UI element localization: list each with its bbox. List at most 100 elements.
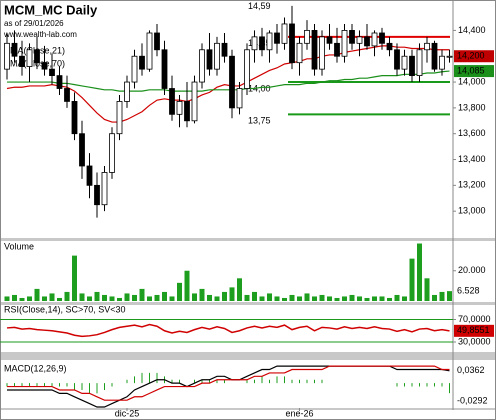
candle-body bbox=[259, 36, 265, 51]
candle-body bbox=[41, 62, 48, 70]
candle-body bbox=[124, 81, 130, 102]
x-tick-label: dic-25 bbox=[115, 408, 140, 418]
bar bbox=[349, 294, 355, 301]
candle-body bbox=[154, 32, 160, 51]
value-label: 6.528 bbox=[457, 285, 480, 295]
bar bbox=[244, 294, 250, 301]
pane-title: Volume bbox=[4, 241, 34, 251]
value-label-box bbox=[454, 50, 494, 63]
line bbox=[7, 70, 450, 92]
value-label: -0,0292 bbox=[457, 395, 488, 405]
bar bbox=[184, 270, 190, 301]
candle-body bbox=[94, 184, 100, 206]
bar bbox=[267, 293, 272, 301]
y-tick-label: 13,800 bbox=[458, 102, 486, 112]
candle-body bbox=[364, 36, 370, 47]
x-tick-label: ene-26 bbox=[285, 408, 313, 418]
candle-body bbox=[199, 49, 205, 83]
candle-body bbox=[289, 23, 295, 64]
candle-body bbox=[319, 36, 325, 70]
candle-body bbox=[169, 88, 175, 115]
value-label-box bbox=[454, 395, 494, 408]
line bbox=[6, 323, 450, 338]
bar bbox=[297, 296, 302, 301]
bar bbox=[42, 296, 47, 301]
candle-body bbox=[109, 133, 115, 173]
bar bbox=[49, 293, 55, 301]
bar bbox=[207, 294, 212, 301]
bar bbox=[409, 258, 415, 301]
bar bbox=[12, 294, 17, 301]
bar bbox=[147, 296, 152, 301]
candle-body bbox=[274, 32, 280, 44]
candle-body bbox=[19, 55, 25, 67]
y-tick-label: 14,000 bbox=[458, 76, 486, 86]
candle-body bbox=[49, 68, 55, 76]
value-label-box bbox=[454, 285, 494, 298]
candle-body bbox=[326, 36, 333, 44]
chart-title: MCM_MC Daily bbox=[4, 2, 98, 17]
bar bbox=[222, 291, 227, 301]
bar bbox=[117, 297, 122, 301]
candle-body bbox=[56, 75, 63, 89]
candle-body bbox=[281, 23, 288, 44]
value-label: 0,0362 bbox=[457, 365, 485, 375]
bar bbox=[304, 293, 310, 301]
candle-body bbox=[184, 101, 190, 122]
bar bbox=[259, 296, 265, 301]
candle-body bbox=[409, 55, 415, 76]
pane-title: RSI(Close,14), SC>70, SV<30 bbox=[4, 304, 126, 314]
bar bbox=[417, 243, 422, 301]
pane-separator bbox=[0, 238, 496, 241]
line bbox=[6, 45, 450, 123]
candle-body bbox=[341, 30, 348, 57]
bar bbox=[72, 255, 77, 301]
bar bbox=[319, 294, 325, 301]
candle-body bbox=[206, 49, 213, 70]
candle-body bbox=[26, 49, 33, 67]
bar bbox=[237, 278, 242, 301]
bar bbox=[57, 297, 62, 301]
bar bbox=[87, 296, 92, 301]
bar bbox=[424, 278, 430, 301]
annotation: 14,59 bbox=[248, 1, 271, 11]
bar bbox=[139, 288, 145, 301]
bar bbox=[177, 282, 182, 301]
candle-body bbox=[116, 101, 123, 135]
candle-body bbox=[439, 55, 445, 70]
bar bbox=[327, 296, 332, 301]
level-label: 13,75 bbox=[248, 116, 271, 126]
bar bbox=[394, 294, 400, 301]
value-label-box bbox=[454, 364, 494, 377]
candle-body bbox=[131, 55, 138, 83]
candle-body bbox=[446, 55, 453, 58]
level-label: 14,00 bbox=[248, 83, 271, 93]
value-label: 14,200 bbox=[457, 51, 485, 61]
bar bbox=[312, 296, 317, 301]
bar bbox=[132, 294, 137, 301]
candle-body bbox=[424, 42, 430, 51]
candle-body bbox=[386, 42, 393, 51]
candle-body bbox=[214, 42, 220, 70]
bar bbox=[34, 288, 40, 301]
legend-entry: EMA(Close,70) bbox=[4, 58, 65, 68]
bar bbox=[192, 293, 197, 301]
bar bbox=[102, 294, 107, 301]
candle-body bbox=[221, 42, 228, 57]
candle-body bbox=[71, 101, 78, 135]
bar bbox=[282, 297, 287, 301]
bar bbox=[154, 294, 160, 301]
candle-body bbox=[244, 49, 250, 89]
candle-body bbox=[11, 42, 18, 57]
y-tick-label: 30,0000 bbox=[458, 336, 491, 346]
candle-body bbox=[304, 30, 310, 44]
pane-separator bbox=[0, 408, 496, 410]
candle-body bbox=[79, 133, 85, 167]
bar bbox=[439, 291, 445, 301]
bar bbox=[27, 296, 32, 301]
bar bbox=[229, 287, 235, 301]
y-tick-label: 20.000 bbox=[458, 265, 486, 275]
subtitle: as of 29/01/2026 bbox=[4, 19, 64, 28]
y-tick-label: 13,000 bbox=[458, 206, 486, 216]
